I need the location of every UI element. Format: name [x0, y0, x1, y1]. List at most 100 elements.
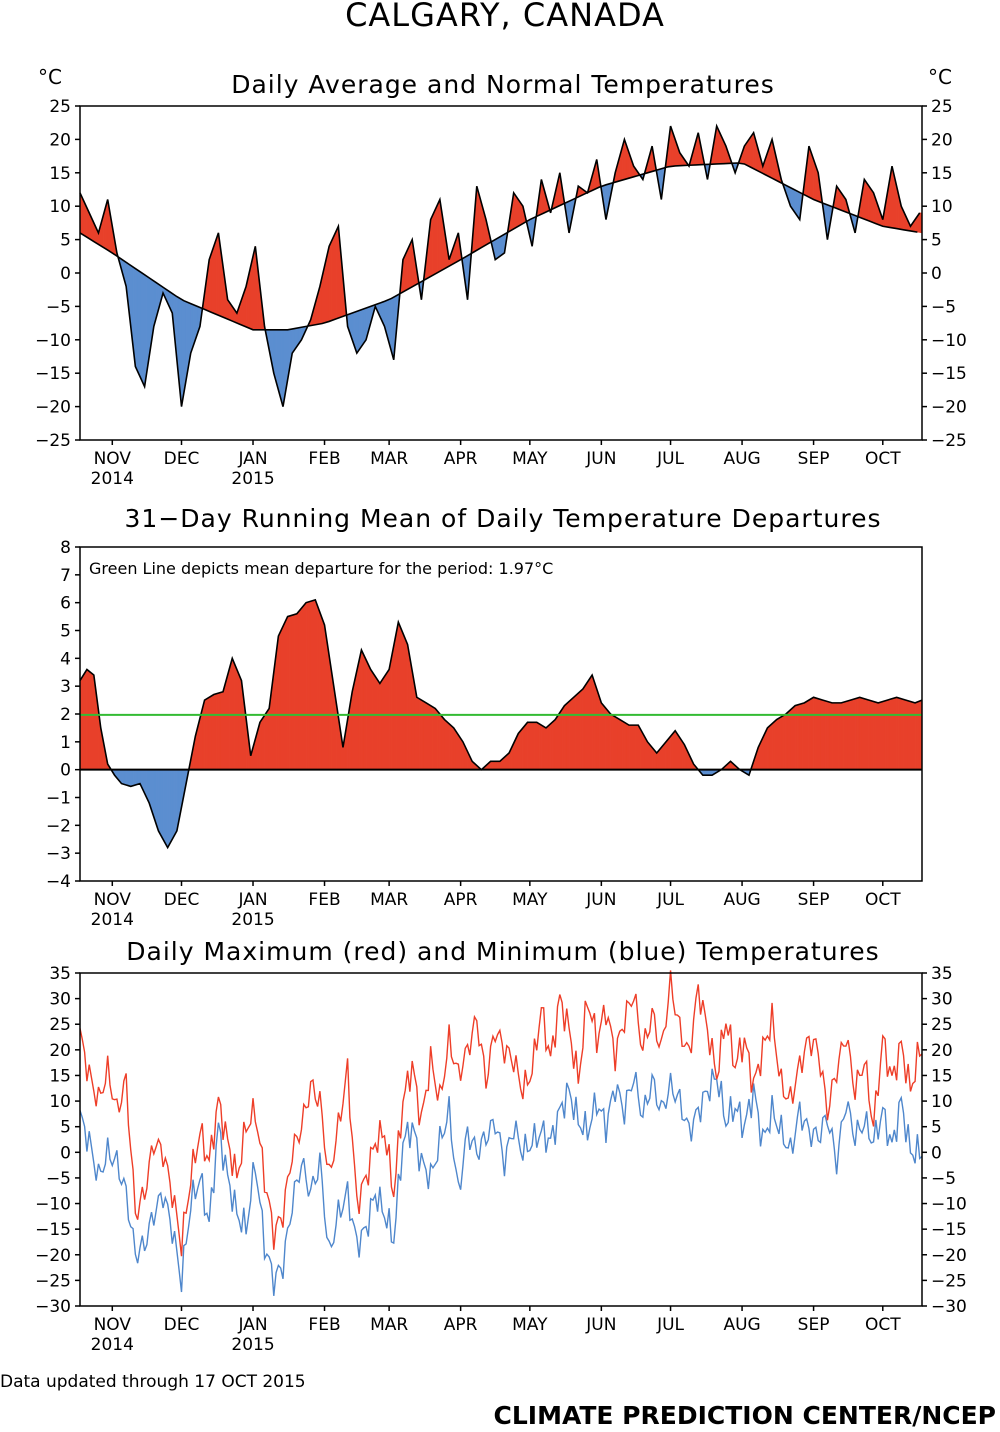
month-label: APR [444, 449, 478, 469]
departure-fill-above [877, 701, 881, 770]
year-label: 2015 [231, 469, 274, 489]
departure-fill-above [372, 672, 376, 770]
credit-label: CLIMATE PREDICTION CENTER/NCEP [493, 1401, 996, 1430]
departure-fill-below [169, 769, 173, 844]
departure-fill-above [441, 716, 445, 770]
departure-fill-above [409, 239, 413, 289]
panel-title: Daily Average and Normal Temperatures [231, 70, 775, 99]
departure-fill-above [882, 700, 886, 770]
departure-fill-above [379, 679, 383, 770]
departure-fill-above [326, 640, 330, 770]
mean-departure-annotation: Green Line depicts mean departure for th… [89, 559, 553, 578]
departure-fill-above [319, 612, 323, 770]
departure-fill-above [368, 664, 371, 770]
y-tick-label-right: 0 [931, 264, 942, 284]
departure-fill-above [785, 711, 789, 770]
departure-fill-above [605, 707, 609, 770]
departure-fill-below [165, 769, 168, 848]
departure-fill-above [841, 701, 844, 770]
y-tick-label-right: 10 [931, 197, 953, 217]
departure-fill-above [864, 698, 867, 770]
departure-fill-above [665, 738, 669, 770]
departure-fill-above [748, 135, 752, 168]
data-updated-note: Data updated through 17 OCT 2015 [0, 1372, 306, 1392]
y-tick-label-left: 4 [60, 649, 71, 669]
departure-fill-above [820, 699, 824, 770]
departure-fill-above [776, 717, 780, 770]
departure-fill-above [866, 182, 870, 222]
departure-fill-above [778, 716, 782, 770]
departure-fill-above [282, 621, 286, 770]
month-label: AUG [723, 449, 760, 469]
minimum-temperature-line [79, 1068, 923, 1296]
departure-fill-above [220, 691, 224, 770]
departure-fill-above [388, 657, 392, 770]
year-label: 2015 [231, 1335, 274, 1355]
figure-title: CALGARY, CANADA [345, 0, 665, 34]
departure-fill-below [155, 769, 159, 831]
month-label: SEP [798, 449, 830, 469]
departure-fill-above [771, 721, 775, 770]
month-label: JUN [585, 449, 616, 469]
y-tick-label-right: 35 [931, 964, 953, 984]
departure-fill-above [333, 231, 337, 321]
y-tick-label-left: −10 [35, 1195, 71, 1215]
departure-fill-above [266, 707, 270, 770]
departure-fill-above [236, 669, 240, 770]
y-tick-label-left: −3 [46, 844, 71, 864]
departure-fill-above [405, 638, 408, 770]
y-tick-label-left: −2 [46, 816, 71, 836]
departure-fill-above [490, 761, 494, 770]
departure-fill-above [566, 700, 570, 770]
departure-fill-above [804, 701, 807, 770]
departure-fill-above [649, 743, 653, 770]
departure-fill-above [845, 700, 849, 770]
y-tick-label-right: −25 [931, 1271, 967, 1291]
departure-fill-above [550, 721, 554, 770]
departure-fill-above [850, 699, 854, 770]
month-label: AUG [723, 1315, 760, 1335]
departure-fill-above [663, 741, 667, 770]
departure-fill-above [575, 692, 579, 770]
y-tick-label-left: 5 [60, 622, 71, 642]
departure-fill-above [612, 714, 616, 770]
departure-fill-below [128, 769, 132, 787]
departure-fill-above [891, 697, 895, 770]
departure-fill-above [801, 702, 805, 770]
departure-fill-above [278, 631, 281, 770]
departure-fill-above [418, 698, 422, 770]
y-tick-label-right: −30 [931, 1297, 967, 1317]
y-tick-label-left: −1 [46, 789, 71, 809]
departure-fill-above [529, 722, 533, 770]
y-tick-label-left: 2 [60, 705, 71, 725]
month-label: JAN [237, 449, 267, 469]
departure-fill-below [172, 769, 175, 840]
month-label: OCT [865, 449, 901, 469]
y-tick-label-left: −20 [35, 1246, 71, 1266]
departure-fill-above [640, 729, 644, 770]
departure-fill-above [494, 761, 498, 770]
departure-fill-above [674, 729, 678, 770]
departure-fill-above [301, 604, 305, 770]
departure-fill-above [894, 696, 897, 770]
normal-line [79, 162, 918, 331]
month-label: SEP [798, 890, 830, 910]
departure-fill-above [584, 681, 588, 770]
departure-fill-above [518, 730, 521, 770]
departure-fill-above [587, 677, 591, 770]
departure-fill-above [559, 708, 563, 770]
departure-fill-above [827, 701, 830, 770]
month-label: OCT [865, 1315, 901, 1335]
departure-fill-above [905, 699, 909, 770]
y-tick-label-left: 8 [60, 538, 71, 558]
departure-fill-above [400, 627, 404, 770]
departure-fill-above [451, 725, 454, 770]
departure-fill-below [130, 769, 134, 787]
departure-fill-above [234, 663, 238, 770]
departure-fill-above [315, 599, 318, 770]
departure-fill-above [381, 675, 385, 770]
departure-fill-above [631, 724, 634, 770]
panel-running-mean: 31−Day Running Mean of Daily Temperature… [46, 504, 923, 930]
departure-fill-above [813, 696, 817, 770]
